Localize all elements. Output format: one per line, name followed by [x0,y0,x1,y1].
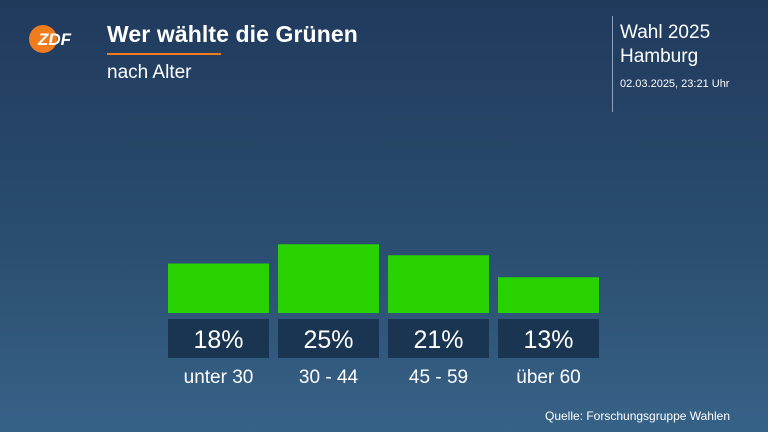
zdf-logo: ZDF [29,25,72,53]
data-label: 13% [523,326,573,354]
data-label: 25% [303,326,353,354]
bar [498,277,599,313]
election-label: Wahl 2025 [620,22,711,43]
value-label-box [388,319,489,358]
bar [168,263,269,313]
value-label-box [278,319,379,358]
source-note: Quelle: Forschungsgruppe Wahlen [545,409,730,423]
timestamp: 02.03.2025, 23:21 Uhr [620,78,730,90]
data-label: 21% [413,326,463,354]
value-label-box [498,319,599,358]
region-label: Hamburg [620,46,699,67]
category-label: 30 - 44 [299,367,359,388]
category-label: unter 30 [184,367,254,388]
data-label: 18% [193,326,243,354]
category-label: über 60 [516,367,580,388]
chart-title: Wer wählte die Grünen [107,21,358,47]
title-underline [107,53,221,55]
value-label-box [168,319,269,358]
chart-subtitle: nach Alter [107,62,192,83]
logo-text: ZDF [37,30,72,49]
context-divider [612,16,613,112]
category-label: 45 - 59 [409,367,468,388]
bar [278,244,379,313]
bar [388,255,489,313]
